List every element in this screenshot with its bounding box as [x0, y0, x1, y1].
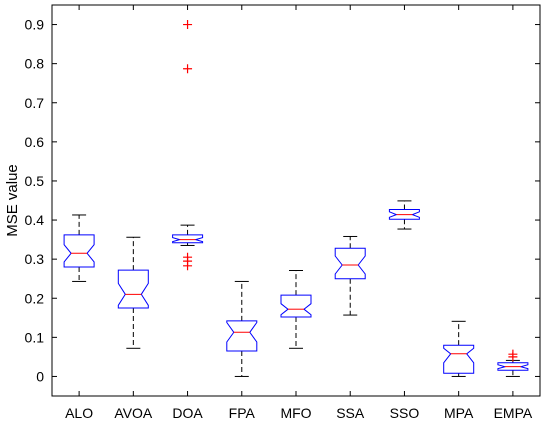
- x-tick-label: MFO: [280, 405, 311, 421]
- y-tick-label: 0.4: [25, 212, 45, 228]
- box-fpa: [226, 320, 258, 352]
- y-tick-label: 0.5: [25, 173, 45, 189]
- x-tick-label: ALO: [65, 405, 93, 421]
- x-tick-label: EMPA: [494, 405, 533, 421]
- x-tick-label: SSA: [336, 405, 365, 421]
- y-tick-label: 0.9: [25, 17, 45, 33]
- x-tick-label: AVOA: [114, 405, 153, 421]
- box-avoa: [117, 269, 149, 309]
- y-tick-label: 0.1: [25, 329, 45, 345]
- outlier-marker: [183, 20, 193, 30]
- outlier-marker: [183, 261, 193, 271]
- outlier-marker: [183, 64, 193, 74]
- y-tick-label: 0.2: [25, 290, 45, 306]
- y-tick-label: 0.7: [25, 95, 45, 111]
- y-tick-label: 0.3: [25, 251, 45, 267]
- x-tick-label: DOA: [172, 405, 203, 421]
- box-doa: [172, 234, 204, 244]
- plot-area: 0 0.1 0.2 0.3 0.4 0.5 0.6 0.7 0.8 0.9 ALO AVOA DOA FP…: [25, 4, 541, 421]
- y-axis-title: MSE value: [4, 164, 21, 237]
- x-tick-label: MPA: [444, 405, 474, 421]
- box-mpa: [443, 344, 475, 374]
- y-tick-label: 0.8: [25, 56, 45, 72]
- box-ssa: [334, 247, 366, 280]
- box-sso: [388, 209, 420, 220]
- box-alo: [63, 234, 95, 268]
- y-tick-label: 0: [36, 368, 44, 384]
- outlier-marker: [508, 352, 518, 362]
- y-tick-label: 0.6: [25, 134, 45, 150]
- box-mfo: [280, 294, 312, 318]
- box-empa: [497, 362, 529, 371]
- x-tick-label: SSO: [390, 405, 420, 421]
- x-tick-label: FPA: [229, 405, 256, 421]
